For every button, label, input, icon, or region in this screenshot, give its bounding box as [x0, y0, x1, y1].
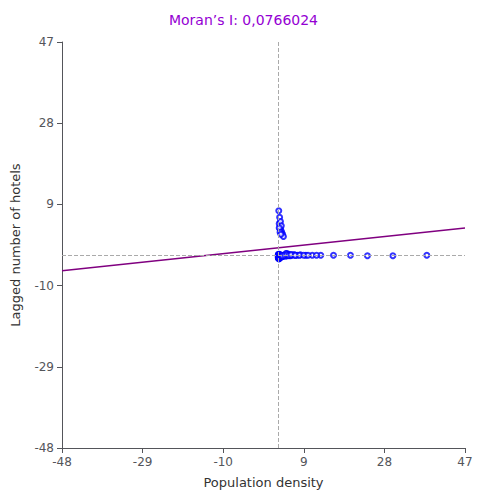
- svg-text:-29: -29: [133, 455, 153, 469]
- svg-text:Moran’s I: 0,0766024: Moran’s I: 0,0766024: [169, 12, 318, 28]
- svg-text:-10: -10: [34, 279, 54, 293]
- svg-text:28: 28: [377, 455, 392, 469]
- svg-text:47: 47: [39, 35, 54, 49]
- svg-text:9: 9: [46, 197, 54, 211]
- svg-text:9: 9: [300, 455, 308, 469]
- svg-text:-48: -48: [52, 455, 72, 469]
- svg-text:-10: -10: [213, 455, 233, 469]
- svg-text:47: 47: [457, 455, 472, 469]
- svg-text:-29: -29: [34, 360, 54, 374]
- svg-text:Population density: Population density: [203, 475, 323, 490]
- svg-text:Lagged number of hotels: Lagged number of hotels: [8, 163, 23, 327]
- svg-text:28: 28: [39, 116, 54, 130]
- svg-text:-48: -48: [34, 441, 54, 455]
